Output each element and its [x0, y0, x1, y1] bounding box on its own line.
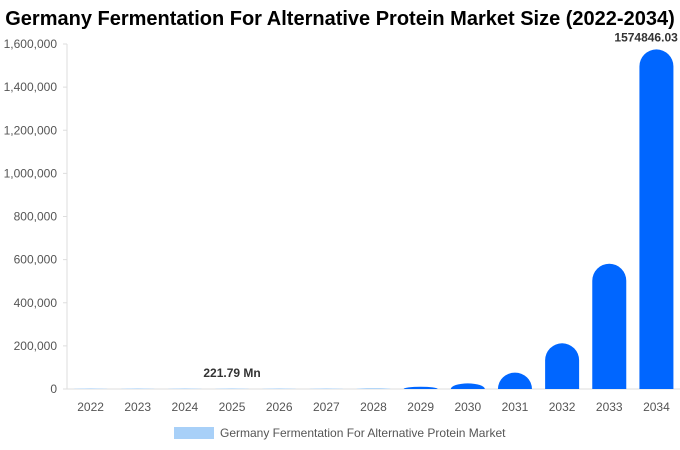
chart-title: Germany Fermentation For Alternative Pro…: [5, 8, 675, 30]
bar-2026: [262, 388, 297, 389]
bar-2033: [592, 263, 627, 389]
y-tick-label: 400,000: [14, 296, 58, 310]
bar-2027: [309, 388, 344, 389]
y-tick-label: 800,000: [14, 210, 58, 224]
bar-2025: [215, 388, 250, 389]
y-tick-label: 0: [50, 382, 57, 396]
y-tick-label: 1,600,000: [4, 37, 58, 51]
legend[interactable]: Germany Fermentation For Alternative Pro…: [174, 426, 505, 440]
bar-2028: [356, 388, 391, 389]
x-tick-label: 2023: [124, 400, 151, 414]
x-tick-label: 2027: [313, 400, 340, 414]
y-tick-label: 200,000: [14, 339, 58, 353]
x-tick-label: 2033: [596, 400, 623, 414]
bar-2023: [120, 388, 155, 389]
data-label-2025: 221.79 Mn: [203, 366, 260, 380]
bar-2022: [73, 388, 108, 389]
y-tick-label: 1,400,000: [4, 80, 58, 94]
y-tick-label: 600,000: [14, 253, 58, 267]
bar-2031: [497, 372, 532, 389]
bar-2034: [639, 49, 674, 389]
data-label-2034: 1574846.03 Mn: [614, 30, 680, 44]
x-tick-label: 2028: [360, 400, 387, 414]
y-tick-label: 1,000,000: [4, 166, 58, 180]
bar-2024: [167, 388, 202, 389]
x-tick-label: 2024: [172, 400, 199, 414]
bar-2029: [403, 386, 438, 389]
x-tick-label: 2031: [502, 400, 529, 414]
legend-swatch: [174, 427, 214, 439]
y-tick-label: 1,200,000: [4, 123, 58, 137]
x-tick-label: 2034: [643, 400, 670, 414]
x-tick-label: 2026: [266, 400, 293, 414]
legend-label: Germany Fermentation For Alternative Pro…: [220, 426, 506, 440]
bar-2032: [545, 343, 580, 389]
bar-2030: [450, 383, 485, 389]
x-tick-label: 2032: [549, 400, 576, 414]
x-tick-label: 2030: [454, 400, 481, 414]
x-tick-label: 2025: [219, 400, 246, 414]
x-tick-label: 2022: [77, 400, 104, 414]
x-tick-label: 2029: [407, 400, 434, 414]
